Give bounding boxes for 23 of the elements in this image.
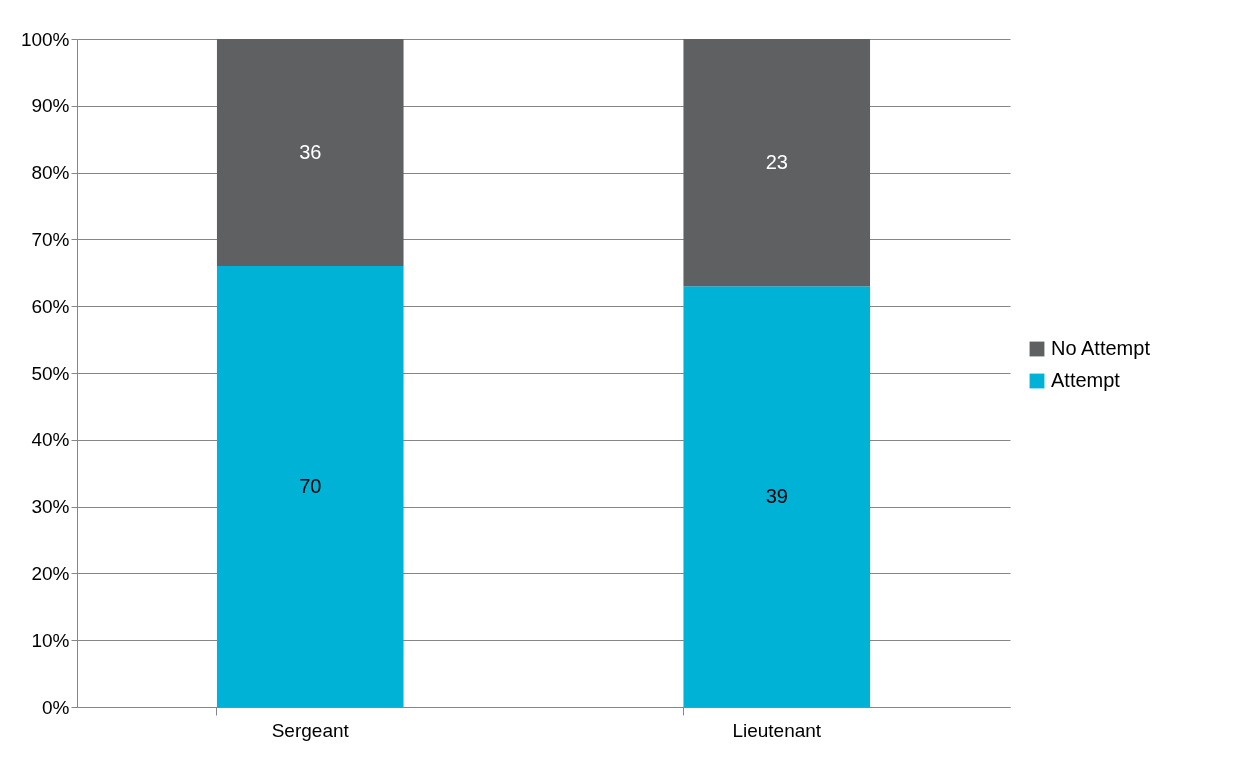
y-tick-label: 20% <box>31 562 70 584</box>
annotation: 39 <box>765 484 788 507</box>
bar <box>683 39 871 287</box>
x-tick-label: Lieutenant <box>732 719 822 741</box>
y-tick-label: 70% <box>31 228 70 250</box>
annotation: 70 <box>299 474 322 497</box>
y-tick-label: 50% <box>31 362 70 384</box>
y-tick-label: 40% <box>31 429 70 451</box>
annotation: 23 <box>765 150 788 173</box>
y-tick-label: 90% <box>31 95 70 117</box>
y-tick-label: 100% <box>20 28 70 50</box>
annotation: 36 <box>299 140 322 163</box>
x-tick-label: Sergeant <box>271 719 350 741</box>
bar <box>216 39 404 267</box>
legend-label: No Attempt <box>1051 337 1151 359</box>
bar <box>216 266 404 707</box>
y-tick-label: 30% <box>31 496 70 518</box>
legend-label: Attempt <box>1051 369 1121 391</box>
y-tick-label: 60% <box>31 295 70 317</box>
y-tick-label: 80% <box>31 162 70 184</box>
y-tick-label: 10% <box>31 629 70 651</box>
bar <box>683 286 871 707</box>
y-tick-label: 0% <box>42 696 70 718</box>
